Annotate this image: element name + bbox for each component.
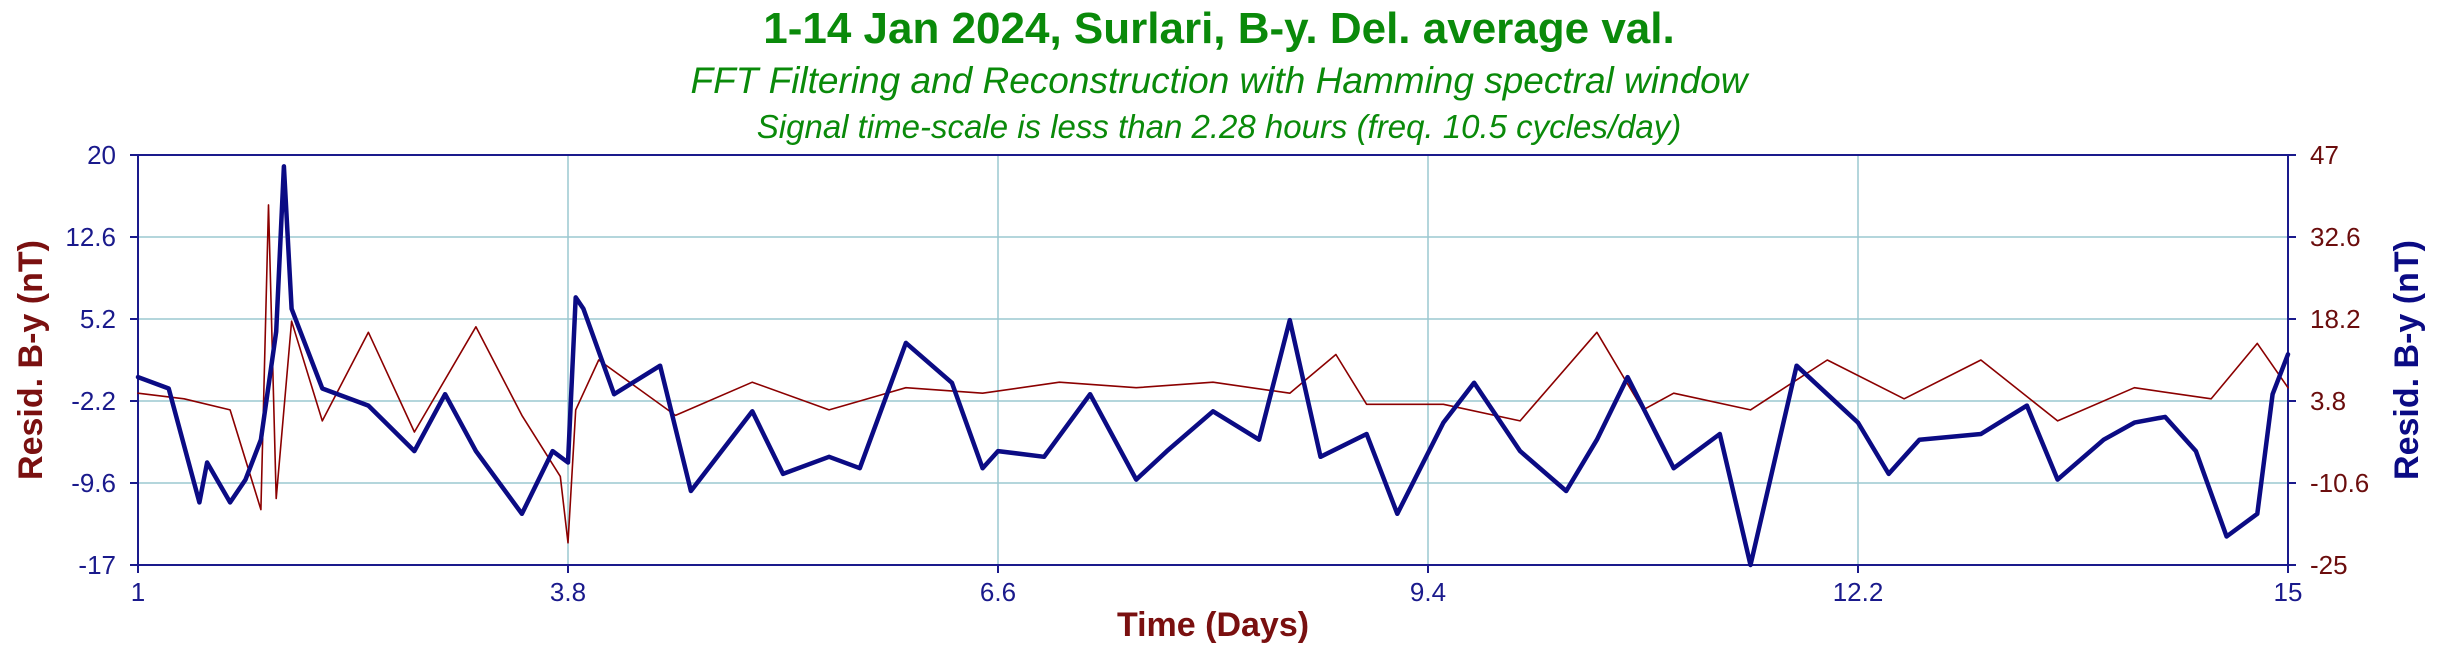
- chart-subtitle-2: Signal time-scale is less than 2.28 hour…: [756, 108, 1682, 145]
- series-line-right-axis: [135, 164, 2291, 568]
- x-tick-label: 6.6: [980, 577, 1016, 607]
- y-tick-label-left: -2.2: [71, 386, 116, 416]
- x-tick-label: 3.8: [550, 577, 586, 607]
- y-tick-label-left: 5.2: [80, 304, 116, 334]
- series-layer: [135, 164, 2291, 568]
- x-axis-label: Time (Days): [1117, 606, 1309, 644]
- x-tick-label: 9.4: [1410, 577, 1446, 607]
- y-tick-label-right: 47: [2310, 140, 2339, 170]
- y-axis-label-right: Resid. B-y (nT): [2388, 240, 2426, 480]
- x-tick-label: 12.2: [1833, 577, 1884, 607]
- chart-title: 1-14 Jan 2024, Surlari, B-y. Del. averag…: [763, 4, 1675, 53]
- y-tick-label-right: -10.6: [2310, 468, 2369, 498]
- plot-frame: [137, 154, 2289, 566]
- x-tick-label: 1: [131, 577, 145, 607]
- chart-subtitle: FFT Filtering and Reconstruction with Ha…: [690, 60, 1748, 101]
- series-line-left-axis: [137, 204, 2289, 544]
- y-tick-label-left: 12.6: [65, 222, 116, 252]
- x-tick-label: 15: [2274, 577, 2303, 607]
- y-tick-label-right: 32.6: [2310, 222, 2361, 252]
- y-tick-label-left: -9.6: [71, 468, 116, 498]
- y-axis-label-left: Resid. B-y (nT): [12, 240, 50, 480]
- y-tick-label-left: 20: [87, 140, 116, 170]
- y-tick-label-right: 3.8: [2310, 386, 2346, 416]
- y-tick-label-right: 18.2: [2310, 304, 2361, 334]
- y-tick-label-right: -25: [2310, 550, 2348, 580]
- grid: [138, 155, 2288, 565]
- y-tick-label-left: -17: [78, 550, 116, 580]
- ticks: 1 3.8 6.6 9.4 12.2 15 20 12.6 5.2 -2.2 -9.6 -17 47 32…: [65, 140, 2369, 607]
